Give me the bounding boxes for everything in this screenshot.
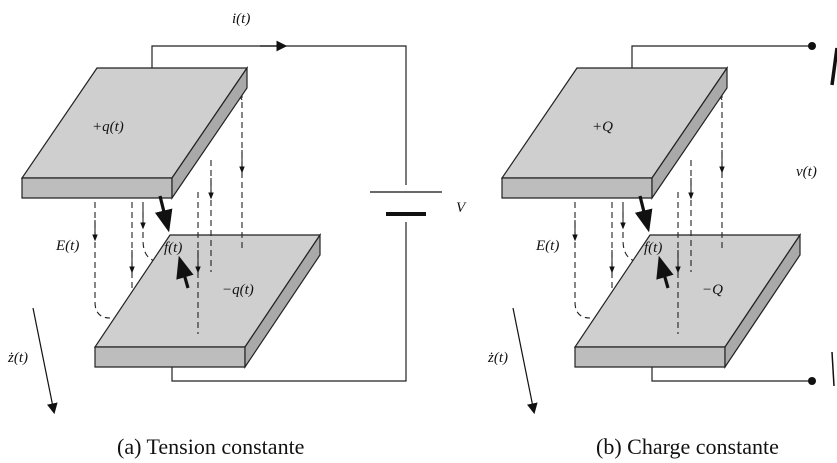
field-line xyxy=(142,192,163,263)
velocity-arrow xyxy=(512,307,538,415)
terminal-bottom xyxy=(808,377,816,385)
panel-b: +Q −Q E(t) f(t) ż(t) v(t) (b) Charge con… xyxy=(487,42,837,459)
force-label: f(t) xyxy=(644,240,662,256)
field-line xyxy=(94,192,111,319)
velocity-label: ż(t) xyxy=(7,350,28,366)
voltage-label: v(t) xyxy=(796,164,817,180)
upper-plate xyxy=(20,66,249,200)
field-label: E(t) xyxy=(55,238,79,254)
voltage-arrow-bottom xyxy=(831,351,835,387)
terminal-top xyxy=(808,42,816,50)
voltage-label: V xyxy=(456,200,467,216)
field-line xyxy=(622,192,643,263)
force-arrow-up xyxy=(176,255,194,289)
field-line xyxy=(574,192,591,319)
lower-plate xyxy=(93,233,322,369)
force-label: f(t) xyxy=(164,240,182,256)
caption-a: (a) Tension constante xyxy=(117,434,304,459)
top-charge-label: +q(t) xyxy=(92,119,124,135)
force-arrow-up xyxy=(656,255,674,289)
bottom-charge-label: −q(t) xyxy=(222,282,254,298)
panel-a: i(t) +q(t) −q(t) E(t) f(t) ż(t) V (a) Te… xyxy=(7,11,467,459)
bottom-charge-label: −Q xyxy=(702,282,723,298)
caption-b: (b) Charge constante xyxy=(596,434,779,459)
velocity-arrow xyxy=(32,307,58,415)
force-arrow-down xyxy=(634,195,653,233)
force-arrow-down xyxy=(154,195,173,233)
top-charge-label: +Q xyxy=(592,119,613,135)
velocity-label: ż(t) xyxy=(487,350,508,366)
current-label: i(t) xyxy=(232,11,250,27)
upper-plate xyxy=(500,66,729,200)
lower-plate xyxy=(573,233,802,369)
field-label: E(t) xyxy=(535,238,559,254)
voltage-arrow-top xyxy=(830,47,837,86)
